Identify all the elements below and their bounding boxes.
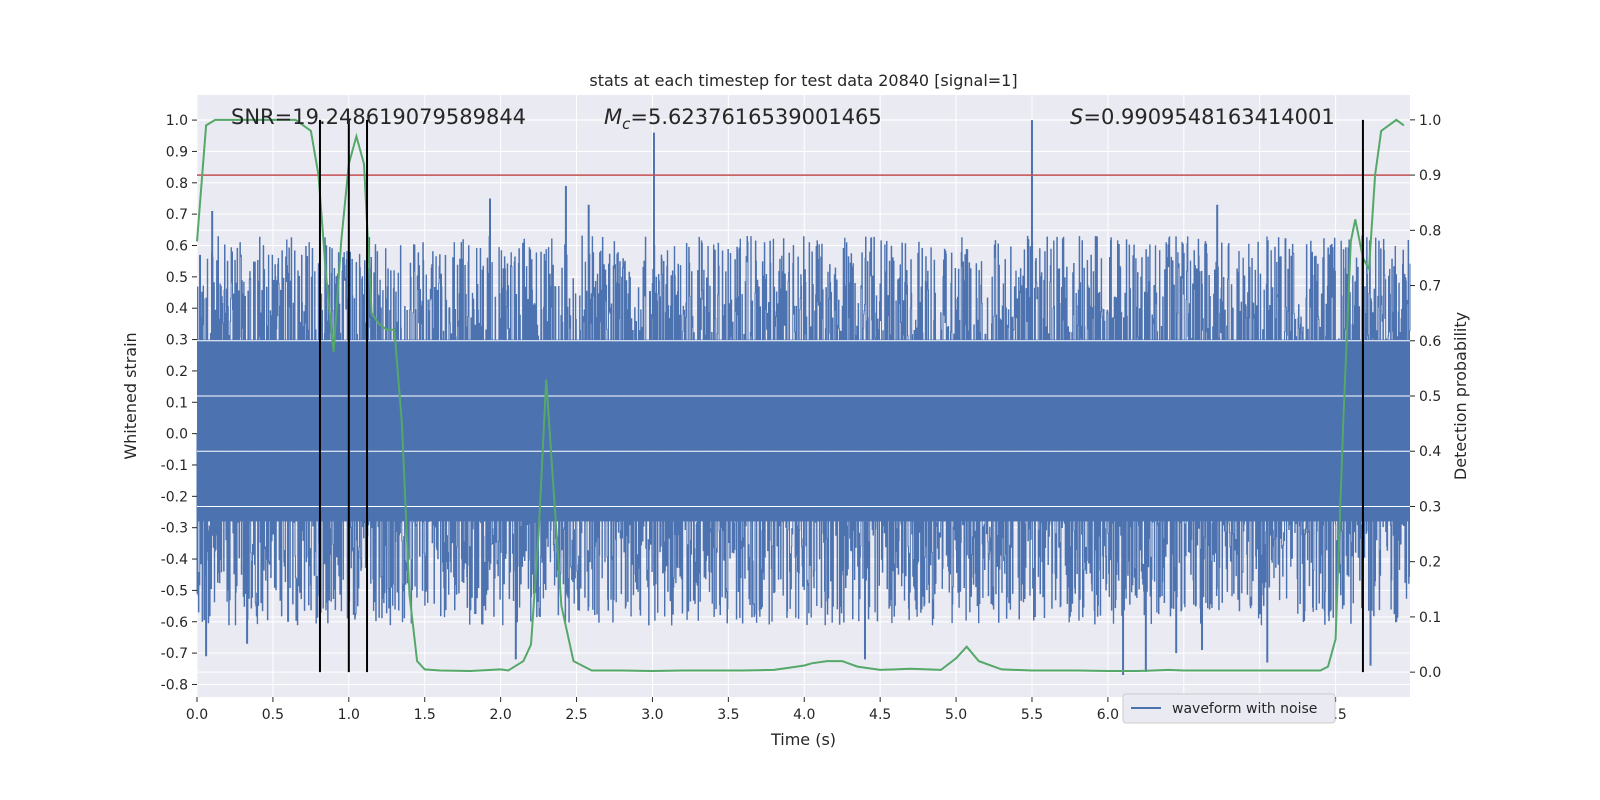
y-tick-label: 0.8 bbox=[166, 176, 188, 192]
s-value: =0.9909548163414001 bbox=[1083, 105, 1334, 129]
s-annotation: S=0.9909548163414001 bbox=[1070, 105, 1335, 129]
x-axis-label: Time (s) bbox=[770, 730, 836, 749]
y2-tick-label: 0.2 bbox=[1419, 555, 1441, 571]
y2-tick-label: 0.5 bbox=[1419, 389, 1441, 405]
waveform-with-noise-series bbox=[196, 120, 1411, 676]
x-tick-label: 4.0 bbox=[793, 707, 815, 723]
x-tick-label: 6.0 bbox=[1097, 707, 1119, 723]
y2-tick-label: 1.0 bbox=[1419, 113, 1441, 129]
x-tick-label: 0.5 bbox=[262, 707, 284, 723]
y-tick-label: -0.3 bbox=[161, 521, 188, 537]
y-tick-label: -0.2 bbox=[161, 489, 188, 505]
y-axis-ticks: -0.8 -0.7 -0.6 -0.5 -0.4 -0.3 -0.2 -0.1 0.0 0.1 0.… bbox=[161, 113, 197, 693]
y-tick-label: 0.7 bbox=[166, 207, 188, 223]
x-tick-label: 1.0 bbox=[338, 707, 360, 723]
y2-tick-label: 0.8 bbox=[1419, 223, 1441, 239]
x-tick-label: 5.0 bbox=[945, 707, 967, 723]
vertical-markers bbox=[318, 119, 1364, 673]
y-tick-label: 1.0 bbox=[166, 113, 188, 129]
y-tick-label: -0.5 bbox=[161, 583, 188, 599]
snr-annotation: SNR=19.248619079589844 bbox=[231, 105, 526, 129]
legend-box bbox=[1122, 693, 1336, 724]
chirp-mass-subscript: c bbox=[622, 115, 631, 133]
y-tick-label: 0.3 bbox=[166, 333, 188, 349]
chirp-mass-annotation: Mc=5.6237616539001465 bbox=[604, 105, 882, 133]
y-tick-label: 0.6 bbox=[166, 239, 188, 255]
y-tick-label: 0.5 bbox=[166, 270, 188, 286]
waveform-noise-trace bbox=[196, 235, 1411, 626]
x-tick-label: 2.0 bbox=[489, 707, 511, 723]
y-tick-label: -0.4 bbox=[161, 552, 188, 568]
y-tick-label: -0.1 bbox=[161, 458, 188, 474]
y-tick-label: 0.4 bbox=[166, 301, 188, 317]
chart-title: stats at each timestep for test data 208… bbox=[589, 71, 1017, 90]
y2-tick-label: 0.3 bbox=[1419, 499, 1441, 515]
detection-probability-line bbox=[196, 118, 1405, 673]
chirp-mass-symbol: M bbox=[604, 105, 622, 129]
x-tick-label: 4.5 bbox=[869, 707, 891, 723]
y2-tick-label: 0.4 bbox=[1419, 444, 1441, 460]
x-tick-label: 5.5 bbox=[1021, 707, 1043, 723]
y-tick-label: -0.6 bbox=[161, 615, 188, 631]
chirp-mass-value: =5.6237616539001465 bbox=[630, 105, 881, 129]
x-tick-label: 2.5 bbox=[565, 707, 587, 723]
x-tick-label: 0.0 bbox=[186, 707, 208, 723]
y2-axis-label: Detection probability bbox=[1451, 312, 1470, 480]
x-tick-label: 3.5 bbox=[717, 707, 739, 723]
legend: waveform with noise bbox=[1122, 693, 1336, 724]
y2-tick-label: 0.0 bbox=[1419, 665, 1441, 681]
legend-label: waveform with noise bbox=[1172, 701, 1317, 717]
y-axis-label: Whitened strain bbox=[121, 332, 140, 459]
y-tick-label: -0.8 bbox=[161, 677, 188, 693]
y2-tick-label: 0.6 bbox=[1419, 334, 1441, 350]
y2-tick-label: 0.9 bbox=[1419, 168, 1441, 184]
y-tick-label: -0.7 bbox=[161, 646, 188, 662]
s-symbol: S bbox=[1070, 105, 1083, 129]
y2-axis-ticks: 0.0 0.1 0.2 0.3 0.4 0.5 0.6 0.7 0.8 0.9 1.0 bbox=[1410, 113, 1441, 681]
y-tick-label: 0.9 bbox=[166, 144, 188, 160]
detection-probability-series bbox=[196, 118, 1405, 673]
x-tick-label: 1.5 bbox=[414, 707, 436, 723]
y-tick-label: 0.2 bbox=[166, 364, 188, 380]
x-tick-label: 3.0 bbox=[641, 707, 663, 723]
y-tick-label: 0.1 bbox=[166, 395, 188, 411]
y2-tick-label: 0.7 bbox=[1419, 279, 1441, 295]
y-tick-label: 0.0 bbox=[166, 427, 188, 443]
y2-tick-label: 0.1 bbox=[1419, 610, 1441, 626]
